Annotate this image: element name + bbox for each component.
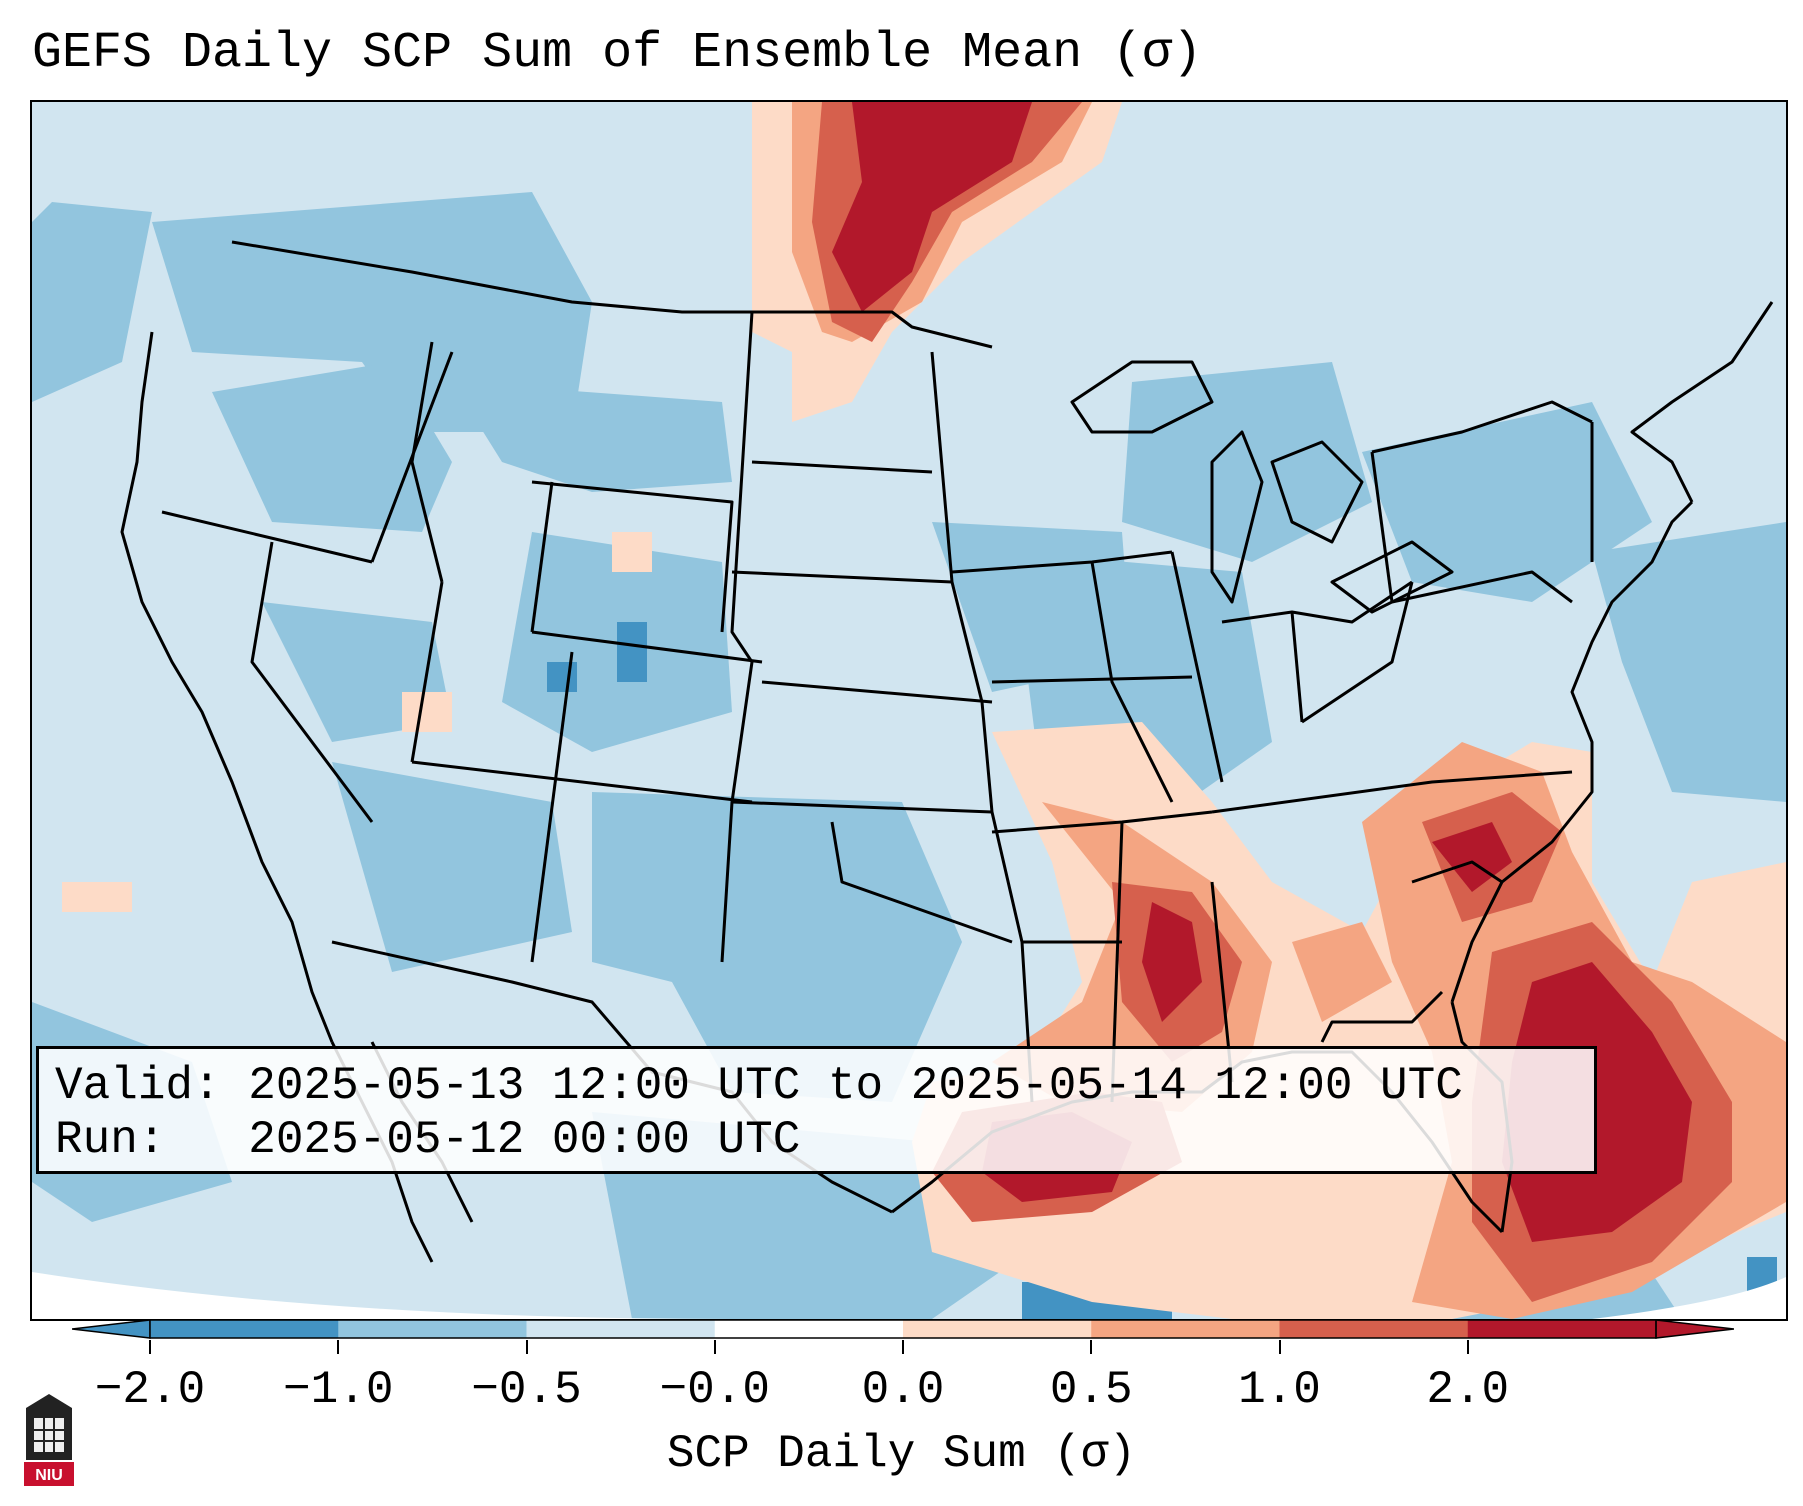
colorbar-segment <box>1091 1320 1280 1338</box>
valid-label: Valid: <box>55 1060 221 1112</box>
colorbar-segment <box>1467 1320 1657 1338</box>
colorbar-tick <box>149 1340 151 1354</box>
colorbar-tick <box>1278 1340 1281 1354</box>
colorbar-label: SCP Daily Sum (σ) <box>666 1428 1137 1480</box>
logo-text: NIU <box>35 1467 63 1484</box>
chart-title: GEFS Daily SCP Sum of Ensemble Mean (σ) <box>32 25 1203 82</box>
colorbar-tick-label: −0.0 <box>659 1364 770 1416</box>
colorbar-tick-label: −0.5 <box>471 1364 582 1416</box>
valid-row: Valid: 2025-05-13 12:00 UTC to 2025-05-1… <box>55 1059 1578 1113</box>
projection-edge-right <box>1592 1277 1786 1319</box>
negative-anomaly-fill <box>32 192 1786 1319</box>
colorbar <box>72 1319 1734 1339</box>
colorbar-frame <box>149 1319 1657 1339</box>
colorbar-tick <box>1466 1340 1469 1354</box>
colorbar-segments <box>150 1320 1657 1338</box>
colorbar-extend-high <box>1655 1319 1734 1339</box>
colorbar-extend-low <box>72 1319 151 1339</box>
colorbar-segment <box>903 1320 1092 1338</box>
colorbar-tick-label: 0.0 <box>861 1364 945 1416</box>
run-row: Run: 2025-05-12 00:00 UTC <box>55 1113 1578 1167</box>
valid-run-info-box: Valid: 2025-05-13 12:00 UTC to 2025-05-1… <box>36 1046 1597 1174</box>
colorbar-tick-label: 1.0 <box>1238 1364 1321 1416</box>
run-value: 2025-05-12 00:00 UTC <box>248 1114 801 1166</box>
valid-value: 2025-05-13 12:00 UTC to 2025-05-14 12:00… <box>248 1060 1463 1112</box>
projection-edge <box>32 1272 732 1319</box>
niu-logo-icon: NIU <box>24 1394 74 1486</box>
colorbar-tick <box>337 1340 340 1354</box>
colorbar-tick <box>713 1340 716 1354</box>
colorbar-tick <box>1090 1340 1093 1354</box>
run-label: Run: <box>55 1114 166 1166</box>
colorbar-tick-label: −1.0 <box>283 1364 394 1416</box>
colorbar-tick-label: 2.0 <box>1426 1364 1510 1416</box>
colorbar-segment <box>526 1320 716 1338</box>
colorbar-tick-label: 0.5 <box>1049 1364 1133 1416</box>
colorbar-segment <box>1279 1320 1469 1338</box>
colorbar-tick <box>902 1340 904 1354</box>
colorbar-tick-label: −2.0 <box>94 1364 206 1416</box>
colorbar-segment <box>338 1320 527 1338</box>
colorbar-segment <box>714 1320 904 1338</box>
colorbar-segment <box>150 1320 339 1338</box>
colorbar-tick <box>525 1340 528 1354</box>
